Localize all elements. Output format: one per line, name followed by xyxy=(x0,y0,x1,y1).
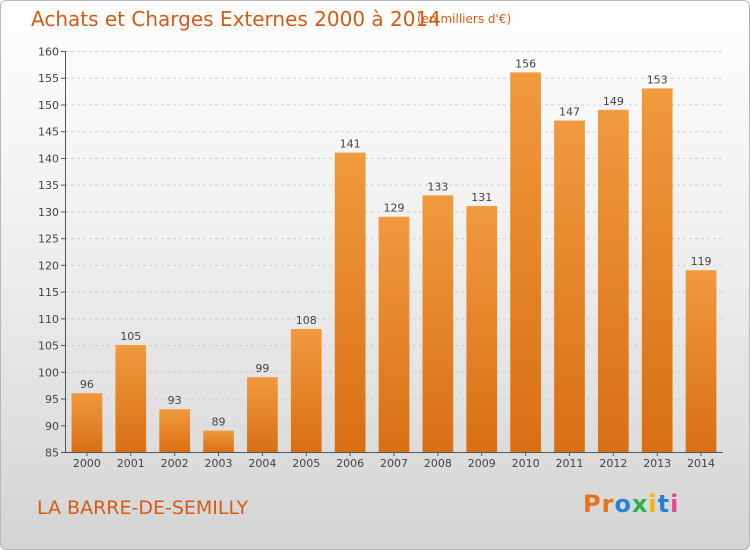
bar xyxy=(115,345,147,452)
bar xyxy=(685,270,717,452)
bar-value-label: 147 xyxy=(559,106,580,119)
bar-value-label: 153 xyxy=(647,73,668,86)
bar xyxy=(71,393,103,452)
x-tick-label: 2008 xyxy=(424,457,452,470)
bar xyxy=(597,109,629,453)
location-label: LA BARRE-DE-SEMILLY xyxy=(37,497,249,519)
y-tick-label: 95 xyxy=(45,393,59,406)
bar xyxy=(334,152,366,452)
y-tick-label: 155 xyxy=(38,72,59,85)
y-tick-label: 110 xyxy=(38,313,59,326)
x-tick-label: 2013 xyxy=(643,457,671,470)
chart-subtitle: (en milliers d'€) xyxy=(417,12,512,26)
y-tick-label: 105 xyxy=(38,340,59,353)
bar-value-label: 131 xyxy=(471,191,492,204)
bar-value-label: 133 xyxy=(427,180,448,193)
x-tick-label: 2001 xyxy=(117,457,145,470)
bar-value-label: 99 xyxy=(255,362,269,375)
y-tick-label: 115 xyxy=(38,286,59,299)
bar-value-label: 119 xyxy=(691,255,712,268)
logo-letter: i xyxy=(670,490,680,518)
bar xyxy=(466,206,498,452)
y-tick-label: 100 xyxy=(38,366,59,379)
bar xyxy=(422,195,454,453)
bar-value-label: 108 xyxy=(296,314,317,327)
y-tick-label: 85 xyxy=(45,447,59,460)
bar-value-label: 149 xyxy=(603,95,624,108)
bar-value-label: 89 xyxy=(212,416,226,429)
x-tick-label: 2005 xyxy=(292,457,320,470)
y-tick-label: 135 xyxy=(38,179,59,192)
logo-letter: P xyxy=(583,490,602,518)
bar-value-label: 141 xyxy=(340,138,361,151)
y-tick-label: 145 xyxy=(38,126,59,139)
bar-value-label: 93 xyxy=(168,394,182,407)
bar xyxy=(203,430,234,452)
y-tick-label: 150 xyxy=(38,99,59,112)
bar-value-label: 129 xyxy=(384,202,405,215)
x-tick-label: 2010 xyxy=(512,457,540,470)
x-tick-label: 2007 xyxy=(380,457,408,470)
bar xyxy=(641,88,673,452)
x-tick-label: 2004 xyxy=(248,457,276,470)
y-tick-label: 120 xyxy=(38,259,59,272)
logo-letter: i xyxy=(648,490,658,518)
bar-value-label: 156 xyxy=(515,57,536,70)
logo-letter: o xyxy=(614,490,632,518)
y-tick-label: 130 xyxy=(38,206,59,219)
y-tick-label: 160 xyxy=(38,46,59,59)
bar xyxy=(378,216,410,452)
bar-value-label: 96 xyxy=(80,378,94,391)
value-labels: 96 105 93 89 99 108 141 129 133 131 156 147 149 153 11… xyxy=(80,57,712,428)
x-tick-label: 2012 xyxy=(599,457,627,470)
x-tick-label: 2011 xyxy=(555,457,583,470)
chart-title: Achats et Charges Externes 2000 à 2014 xyxy=(31,7,441,31)
x-tick-label: 2014 xyxy=(687,457,715,470)
x-tick-label: 2002 xyxy=(161,457,189,470)
bar xyxy=(159,409,191,452)
logo-letter: t xyxy=(657,490,671,518)
logo-letter: r xyxy=(601,490,615,518)
bar xyxy=(247,377,278,452)
x-tick-label: 2006 xyxy=(336,457,364,470)
y-tick-label: 140 xyxy=(38,152,59,165)
x-axis: 2000 2001 2002 2003 2004 2005 2006 2007 2008 2009… xyxy=(73,452,715,470)
x-tick-label: 2009 xyxy=(468,457,496,470)
bar xyxy=(554,120,585,453)
bar xyxy=(290,329,322,452)
bars xyxy=(71,72,717,453)
bar xyxy=(510,72,541,453)
y-tick-label: 90 xyxy=(45,420,59,433)
proxiti-logo: Proxiti xyxy=(583,490,679,518)
x-tick-label: 2000 xyxy=(73,457,101,470)
x-tick-label: 2003 xyxy=(205,457,233,470)
logo-letter: x xyxy=(631,490,649,518)
bar-value-label: 105 xyxy=(120,330,141,343)
y-tick-label: 125 xyxy=(38,233,59,246)
